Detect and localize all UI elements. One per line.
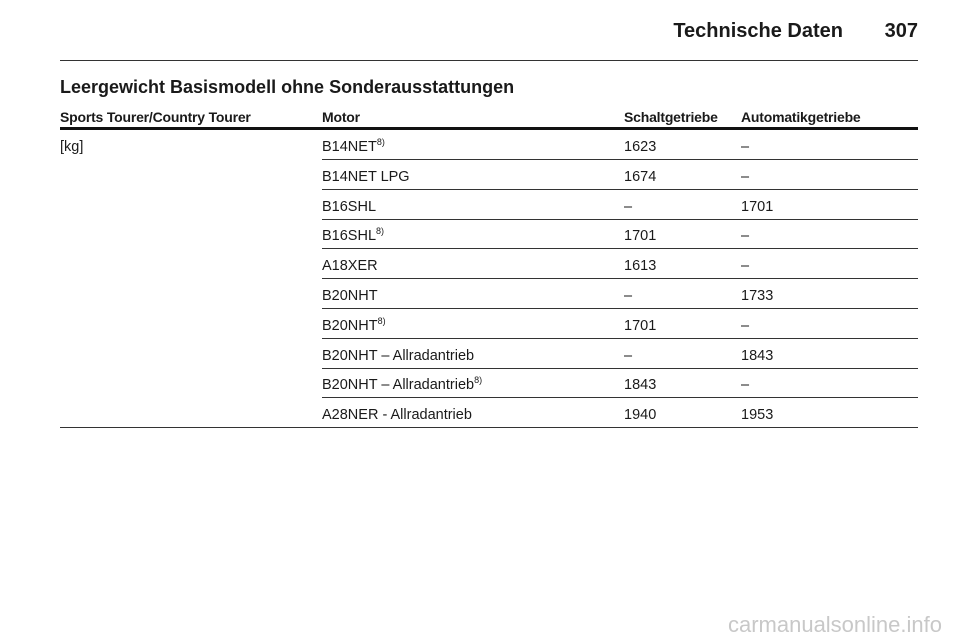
motor-name: B20NHT (322, 317, 378, 334)
manual-cell: – (624, 347, 633, 364)
column-header: Schaltgetriebe (624, 109, 718, 125)
motor-cell: B16SHL (322, 199, 376, 215)
automatic-cell: – (741, 258, 750, 275)
motor-cell: B16SHL8) (322, 226, 385, 245)
automatic-cell: – (741, 168, 750, 185)
motor-name: B20NHT – Allradantrieb (322, 377, 475, 394)
footnote-ref: 8) (376, 226, 385, 237)
automatic-cell: 1733 (741, 288, 774, 304)
motor-cell: A28NER - Allradantrieb (322, 407, 472, 423)
motor-name: B20NHT (322, 288, 378, 304)
header-rule (60, 60, 918, 61)
motor-name: A28NER - Allradantrieb (322, 407, 472, 424)
header-rule (60, 127, 918, 130)
manual-cell: – (624, 288, 633, 304)
manual-cell: 1940 (624, 407, 657, 424)
motor-cell: B14NET8) (322, 137, 385, 156)
motor-name: B20NHT – Allradantrieb (322, 347, 475, 364)
column-header: Automatikgetriebe (741, 109, 861, 125)
manual-cell: 1623 (624, 139, 657, 155)
page-number: 307 (884, 20, 918, 42)
motor-name: B14NET (322, 139, 377, 155)
watermark: carmanualsonline.info (727, 612, 942, 637)
section-title: Leergewicht Basismodell ohne Sonderausst… (60, 77, 515, 97)
motor-cell: B14NET LPG (322, 169, 410, 185)
row-rule (322, 278, 918, 280)
manual-cell: 1613 (624, 258, 657, 275)
row-rule (322, 397, 918, 399)
manual-cell: – (624, 198, 633, 215)
motor-name: B14NET LPG (322, 168, 410, 185)
row-rule (322, 159, 918, 160)
row-rule (322, 367, 918, 369)
manual-cell: 1674 (624, 168, 657, 185)
motor-cell: B20NHT (322, 288, 378, 304)
motor-name: A18XER (322, 258, 378, 275)
automatic-cell: – (741, 139, 750, 155)
motor-cell: B20NHT8) (322, 315, 386, 334)
motor-name: B16SHL (322, 228, 377, 245)
motor-name: B16SHL (322, 198, 377, 215)
column-header: Motor (322, 109, 360, 125)
automatic-cell: – (741, 377, 750, 394)
unit-cell: [kg] (60, 139, 84, 155)
automatic-cell: 1843 (741, 347, 774, 364)
row-rule (322, 337, 918, 339)
column-header: Sports Tourer/Country Tourer (60, 109, 251, 125)
manual-cell: 1701 (624, 317, 657, 334)
manual-cell: 1843 (624, 377, 657, 394)
automatic-cell: – (741, 228, 750, 245)
motor-cell: B20NHT – Allradantrieb (322, 348, 474, 364)
footnote-ref: 8) (376, 137, 385, 147)
row-rule (322, 308, 918, 309)
motor-cell: A18XER (322, 258, 378, 274)
automatic-cell: 1701 (741, 198, 774, 215)
motor-cell: B20NHT – Allradantrieb8) (322, 375, 483, 394)
automatic-cell: 1953 (741, 407, 774, 424)
row-rule (60, 427, 918, 429)
manual-cell: 1701 (624, 228, 657, 245)
automatic-cell: – (741, 317, 750, 334)
row-rule (322, 248, 918, 250)
row-rule (322, 188, 918, 190)
row-rule (322, 218, 918, 220)
header-title: Technische Daten (673, 20, 843, 42)
footnote-ref: 8) (474, 375, 483, 386)
footnote-ref: 8) (377, 315, 386, 326)
